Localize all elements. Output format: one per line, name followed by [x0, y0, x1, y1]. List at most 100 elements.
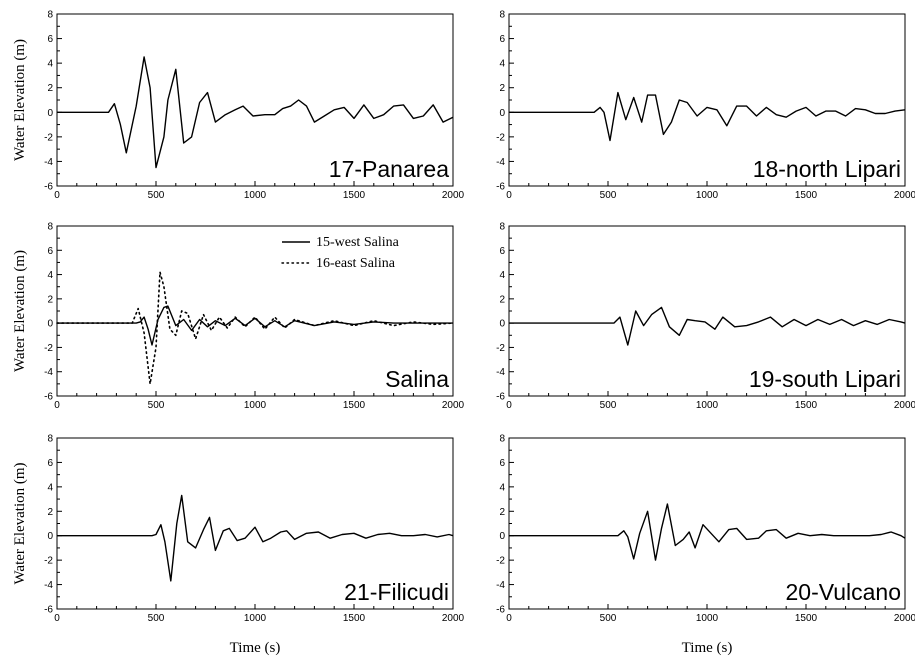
y-tick-label: 4 — [499, 482, 505, 493]
x-tick-label: 1000 — [696, 400, 719, 411]
y-tick-label: -2 — [44, 132, 53, 143]
y-tick-label: 6 — [47, 246, 53, 257]
x-tick-label: 1000 — [696, 613, 719, 624]
x-tick-label: 1500 — [343, 190, 366, 201]
y-tick-label: 8 — [499, 434, 505, 445]
y-tick-label: 2 — [499, 83, 505, 94]
y-tick-label: -4 — [44, 367, 53, 378]
x-tick-label: 1500 — [795, 190, 818, 201]
series-line-0 — [509, 91, 906, 142]
panel-label: 17-Panarea — [329, 156, 449, 182]
panel-label: 19-south Lipari — [749, 366, 901, 392]
series-line-1 — [56, 271, 454, 385]
x-tick-label: 1500 — [343, 400, 366, 411]
x-tick-label: 500 — [148, 400, 165, 411]
y-tick-label: -6 — [44, 605, 53, 616]
y-tick-label: 0 — [499, 108, 505, 119]
x-tick-label: 500 — [600, 613, 617, 624]
y-tick-label: 2 — [47, 294, 53, 305]
y-axis-label: Water Elevation (m) — [12, 462, 28, 584]
x-tick-label: 500 — [600, 400, 617, 411]
y-tick-label: 8 — [47, 10, 53, 21]
y-tick-label: 4 — [47, 482, 53, 493]
x-tick-label: 1500 — [795, 400, 818, 411]
y-tick-label: 2 — [499, 294, 505, 305]
y-tick-label: -4 — [44, 157, 53, 168]
x-tick-label: 500 — [600, 190, 617, 201]
x-axis-label: Time (s) — [682, 640, 733, 656]
y-tick-label: -2 — [44, 556, 53, 567]
series-line-0 — [509, 306, 906, 346]
x-tick-label: 500 — [148, 613, 165, 624]
y-tick-label: 0 — [47, 319, 53, 330]
y-tick-label: 6 — [499, 246, 505, 257]
x-axis-label: Time (s) — [230, 640, 281, 656]
series-line-0 — [57, 305, 453, 346]
x-tick-label: 1000 — [244, 400, 267, 411]
panel-19-south-lipari: 0 500 1000 1500 2000 -6 -4 -2 0 2 4 6 8 19-south Lipa… — [496, 222, 915, 412]
legend-label-1: 16-east Salina — [316, 256, 396, 271]
y-tick-label: -6 — [496, 605, 505, 616]
series-line-0 — [57, 494, 454, 582]
y-tick-label: -6 — [44, 392, 53, 403]
panel-label: 21-Filicudi — [344, 579, 449, 605]
panel-20-vulcano: 0 500 1000 1500 2000 -6 -4 -2 0 2 4 6 8 Time (s) 20-Vu… — [496, 434, 915, 657]
x-tick-label: 0 — [506, 400, 512, 411]
y-tick-label: -4 — [496, 157, 505, 168]
panel-label: 20-Vulcano — [785, 579, 901, 605]
y-tick-label: 8 — [47, 222, 53, 233]
x-tick-label: 1000 — [696, 190, 719, 201]
y-tick-label: 4 — [499, 59, 505, 70]
y-tick-label: 2 — [47, 507, 53, 518]
x-tick-label: 0 — [506, 190, 512, 201]
y-tick-label: -4 — [44, 580, 53, 591]
y-tick-label: 0 — [499, 319, 505, 330]
panel-label: 18-north Lipari — [753, 156, 901, 182]
y-tick-label: -2 — [496, 132, 505, 143]
y-tick-label: -2 — [496, 556, 505, 567]
y-tick-label: -6 — [496, 182, 505, 193]
x-tick-label: 2000 — [442, 613, 465, 624]
y-tick-label: -6 — [44, 182, 53, 193]
x-tick-label: 2000 — [894, 190, 915, 201]
y-axis-label: Water Elevation (m) — [12, 250, 28, 372]
y-tick-label: 8 — [499, 222, 505, 233]
panel-17-panarea: 0 500 1000 1500 2000 -6 -4 -2 0 2 4 6 8 Water Elevati… — [12, 10, 465, 202]
y-tick-label: 4 — [499, 270, 505, 281]
x-tick-label: 2000 — [442, 190, 465, 201]
panel-label: Salina — [385, 366, 449, 392]
y-tick-label: 2 — [499, 507, 505, 518]
y-tick-label: 8 — [499, 10, 505, 21]
x-tick-label: 2000 — [442, 400, 465, 411]
y-tick-label: 2 — [47, 83, 53, 94]
panel-salina: 0 500 1000 1500 2000 -6 -4 -2 0 2 4 6 8 Water Elevati… — [12, 222, 465, 412]
y-tick-label: 8 — [47, 434, 53, 445]
y-tick-label: -4 — [496, 367, 505, 378]
y-tick-label: -6 — [496, 392, 505, 403]
y-tick-label: 6 — [47, 458, 53, 469]
x-tick-label: 1000 — [244, 190, 267, 201]
x-tick-label: 1000 — [244, 613, 267, 624]
x-tick-label: 0 — [506, 613, 512, 624]
y-axis-label: Water Elevation (m) — [12, 39, 28, 161]
x-tick-label: 2000 — [894, 613, 915, 624]
x-tick-label: 0 — [54, 400, 60, 411]
y-tick-label: 6 — [499, 458, 505, 469]
y-tick-label: 0 — [499, 531, 505, 542]
x-tick-label: 500 — [148, 190, 165, 201]
panel-18-north-lipari: 0 500 1000 1500 2000 -6 -4 -2 0 2 4 6 8 18-north Lipa… — [496, 10, 915, 202]
y-tick-label: 4 — [47, 59, 53, 70]
x-tick-label: 0 — [54, 190, 60, 201]
x-tick-label: 0 — [54, 613, 60, 624]
y-tick-label: -2 — [44, 343, 53, 354]
y-tick-label: -2 — [496, 343, 505, 354]
y-tick-label: 4 — [47, 270, 53, 281]
y-tick-label: 6 — [47, 34, 53, 45]
y-tick-label: 0 — [47, 531, 53, 542]
series-line-0 — [57, 56, 454, 169]
panel-21-filicudi: 0 500 1000 1500 2000 -6 -4 -2 0 2 4 6 8 Water Elevati… — [12, 434, 465, 657]
y-tick-label: 6 — [499, 34, 505, 45]
y-tick-label: 0 — [47, 108, 53, 119]
x-tick-label: 2000 — [894, 400, 915, 411]
